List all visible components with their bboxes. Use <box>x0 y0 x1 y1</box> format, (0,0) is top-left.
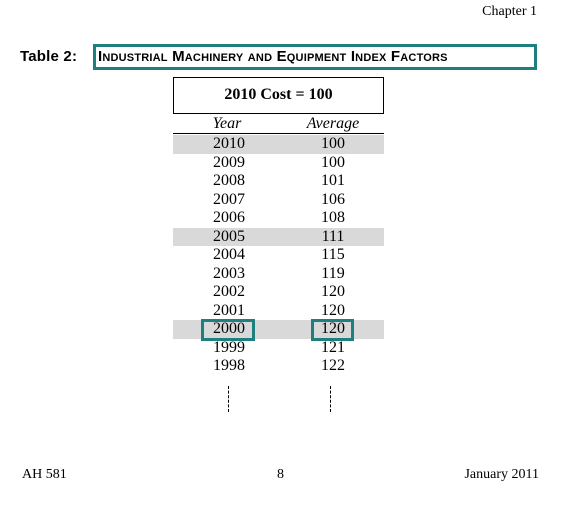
footer-page-number: 8 <box>277 467 284 482</box>
average-cell: 111 <box>321 227 345 245</box>
continuation-dots-year <box>228 386 231 412</box>
table-row: 1998 122 <box>173 357 384 376</box>
table-header-row: Year Average <box>173 114 384 134</box>
footer-document-id: AH 581 <box>22 467 67 482</box>
average-cell: 115 <box>321 246 345 263</box>
year-cell: 2008 <box>213 172 245 189</box>
year-cell: 2010 <box>213 135 245 152</box>
table-title-highlight <box>93 44 537 70</box>
year-cell: 2001 <box>213 301 245 319</box>
column-header-average: Average <box>306 115 360 132</box>
year-cell: 2000 <box>213 320 245 337</box>
column-header-year: Year <box>212 115 242 132</box>
average-2000-highlight <box>311 319 354 341</box>
year-cell: 2004 <box>213 246 245 263</box>
chapter-label: Chapter 1 <box>482 4 537 19</box>
table-caption-box <box>173 77 384 114</box>
table-row: 1999 121 <box>173 339 384 358</box>
table-row: 2004 115 <box>173 246 384 265</box>
average-cell: 119 <box>321 264 345 282</box>
average-cell: 120 <box>321 320 345 337</box>
year-cell: 2006 <box>213 209 245 226</box>
year-cell: 2005 <box>213 227 245 245</box>
year-cell: 1998 <box>213 357 245 374</box>
average-cell: 106 <box>321 190 345 208</box>
average-cell: 120 <box>321 301 345 319</box>
average-cell: 100 <box>321 153 345 171</box>
table-row: 2005 111 <box>173 227 384 246</box>
table-row: 2003 119 <box>173 265 384 284</box>
year-cell: 2002 <box>213 283 245 300</box>
average-cell: 100 <box>321 135 345 152</box>
average-cell: 101 <box>321 172 345 189</box>
table-row: 2002 120 <box>173 283 384 302</box>
table-row: 2008 101 <box>173 172 384 191</box>
table-row: 2009 100 <box>173 154 384 173</box>
average-cell: 108 <box>321 209 345 226</box>
average-cell: 122 <box>321 357 345 374</box>
year-cell: 2009 <box>213 153 245 171</box>
table-row: 2000 120 <box>173 320 384 339</box>
table-row: 2006 108 <box>173 209 384 228</box>
table-row: 2010 100 <box>173 135 384 154</box>
table-row: 2007 106 <box>173 191 384 210</box>
continuation-dots-average <box>330 386 333 412</box>
table-body: 2010 100 2009 100 2008 101 2007 106 2006 108 2005 1… <box>173 135 384 376</box>
table-number-label: Table 2: <box>20 48 78 65</box>
table-row: 2001 120 <box>173 302 384 321</box>
year-2000-highlight <box>201 319 255 341</box>
average-cell: 121 <box>321 338 345 356</box>
footer-date: January 2011 <box>464 467 539 482</box>
year-cell: 2007 <box>213 190 245 208</box>
year-cell: 1999 <box>213 338 245 356</box>
year-cell: 2003 <box>213 264 245 282</box>
table-title: Industrial Machinery and Equipment Index… <box>98 48 448 65</box>
average-cell: 120 <box>321 283 345 300</box>
table-caption: 2010 Cost = 100 <box>224 86 333 103</box>
